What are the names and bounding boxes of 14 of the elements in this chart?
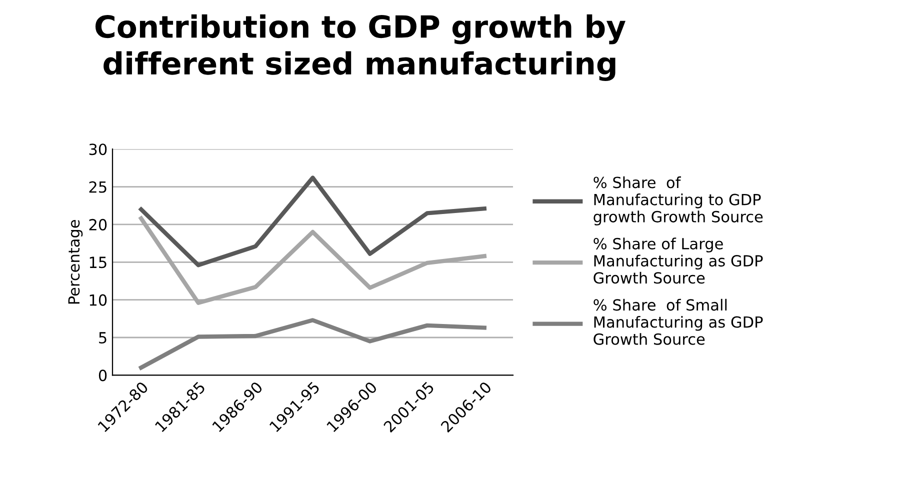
y-tick-label: 0 — [98, 370, 107, 382]
line-series — [139, 176, 486, 268]
y-tick-label: 5 — [99, 332, 106, 344]
y-axis-title: Percentage — [68, 220, 83, 304]
chart-title: Contribution to GDP growth by different sized manufacturing — [95, 14, 626, 82]
line-series — [139, 318, 486, 370]
legend-label: % Share of Manufacturing to GDP growth Growth Source — [594, 176, 763, 226]
legend-label: % Share of Small Manufacturing as GDP Growth Source — [594, 298, 763, 345]
legend-label: % Share of Large Manufacturing as GDP Growth Source — [594, 238, 763, 284]
y-tick-label: 25 — [89, 181, 106, 193]
y-tick-label: 10 — [90, 294, 107, 306]
y-tick-label: 30 — [89, 144, 107, 156]
y-tick-label: 20 — [89, 218, 107, 230]
y-tick-label: 15 — [90, 256, 106, 268]
